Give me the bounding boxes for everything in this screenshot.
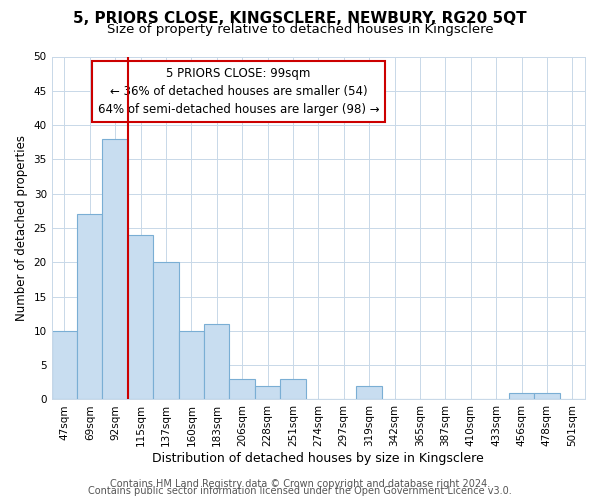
Bar [52, 331, 77, 400]
Bar [509, 392, 534, 400]
Y-axis label: Number of detached properties: Number of detached properties [15, 135, 28, 321]
Bar [128, 235, 153, 400]
Bar [77, 214, 103, 400]
Bar [103, 139, 128, 400]
Bar [204, 324, 229, 400]
Bar [153, 262, 179, 400]
Text: Contains public sector information licensed under the Open Government Licence v3: Contains public sector information licen… [88, 486, 512, 496]
Bar [229, 379, 255, 400]
Bar [280, 379, 305, 400]
Text: 5, PRIORS CLOSE, KINGSCLERE, NEWBURY, RG20 5QT: 5, PRIORS CLOSE, KINGSCLERE, NEWBURY, RG… [73, 11, 527, 26]
Bar [179, 331, 204, 400]
Text: Size of property relative to detached houses in Kingsclere: Size of property relative to detached ho… [107, 24, 493, 36]
Text: Contains HM Land Registry data © Crown copyright and database right 2024.: Contains HM Land Registry data © Crown c… [110, 479, 490, 489]
Text: 5 PRIORS CLOSE: 99sqm
← 36% of detached houses are smaller (54)
64% of semi-deta: 5 PRIORS CLOSE: 99sqm ← 36% of detached … [98, 67, 379, 116]
Bar [255, 386, 280, 400]
X-axis label: Distribution of detached houses by size in Kingsclere: Distribution of detached houses by size … [152, 452, 484, 465]
Bar [534, 392, 560, 400]
Bar [356, 386, 382, 400]
